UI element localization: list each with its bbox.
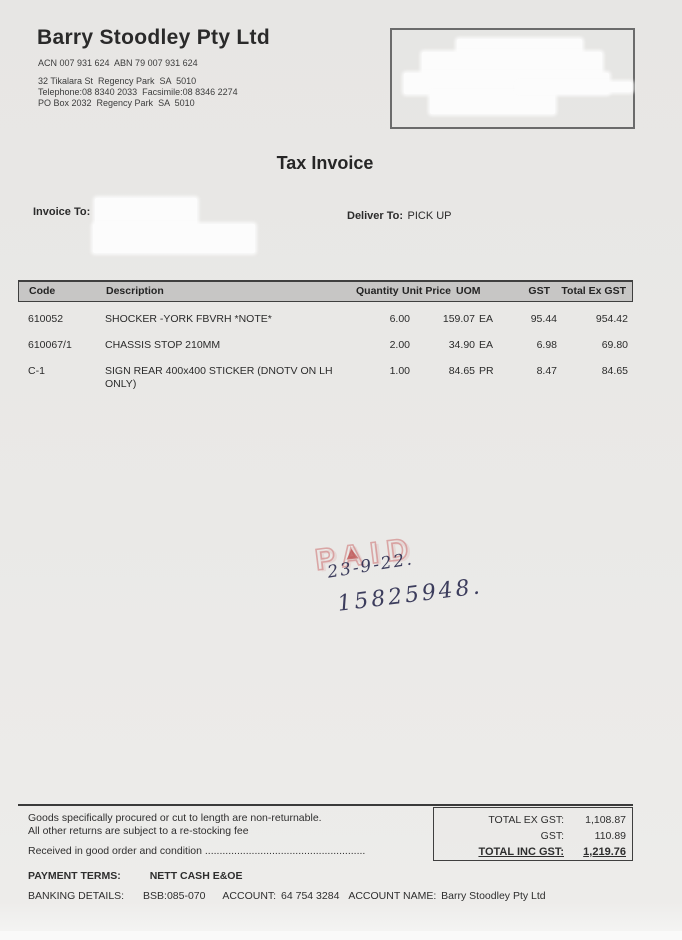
total-inc-gst-label: TOTAL INC GST:	[478, 846, 564, 858]
col-header-unit-price: Unit Price	[402, 285, 452, 297]
item-uom: EA	[479, 339, 494, 351]
received-label: Received in good order and condition	[28, 845, 205, 857]
item-unit-price: 84.65	[448, 365, 475, 377]
item-code: C-1	[28, 365, 45, 377]
item-total: 69.80	[601, 339, 628, 351]
item-uom: PR	[479, 365, 494, 377]
account-name-value: Barry Stoodley Pty Ltd	[441, 890, 546, 902]
item-gst: 8.47	[536, 365, 557, 377]
redaction-blob	[457, 39, 582, 55]
company-po-box: PO Box 2032 Regency Park SA 5010	[38, 98, 195, 108]
col-header-quantity: Quantity	[356, 285, 399, 297]
company-registration: ACN 007 931 624 ABN 79 007 931 624	[38, 58, 198, 68]
col-header-total-ex-gst: Total Ex GST	[561, 285, 626, 297]
company-name: Barry Stoodley Pty Ltd	[37, 26, 270, 49]
total-ex-gst-label: TOTAL EX GST:	[488, 814, 564, 826]
customer-details-box	[390, 28, 635, 129]
invoice-to-redaction	[95, 198, 197, 225]
signature-dotted-line: ........................................…	[204, 845, 366, 857]
item-code: 610052	[28, 313, 64, 325]
total-ex-gst-row: TOTAL EX GST: 1,108.87	[434, 812, 632, 828]
document-title: Tax Invoice	[276, 153, 374, 173]
item-gst: 95.44	[530, 313, 557, 325]
banking-details-label: BANKING DETAILS:	[28, 890, 125, 902]
col-header-gst: GST	[528, 285, 550, 297]
account-name-label: ACCOUNT NAME:	[348, 890, 437, 902]
redaction-blob	[422, 52, 602, 76]
invoice-to-redaction	[93, 224, 255, 253]
item-quantity: 2.00	[389, 339, 410, 351]
item-description: SIGN REAR 400x400 STICKER (DNOTV ON LH O…	[105, 365, 333, 390]
deliver-to-value: PICK UP	[407, 210, 452, 222]
item-quantity: 6.00	[389, 313, 410, 325]
total-ex-gst-value: 1,108.87	[585, 814, 626, 826]
bsb-label: BSB:	[143, 890, 167, 902]
col-header-uom: UOM	[456, 285, 481, 297]
bsb-value: 085-070	[166, 890, 206, 902]
terms-line1: Goods specifically procured or cut to le…	[28, 812, 322, 824]
total-inc-gst-row: TOTAL INC GST: 1,219.76	[434, 844, 632, 860]
company-phone-fax: Telephone:08 8340 2033 Facsimile:08 8346…	[38, 87, 238, 97]
item-unit-price: 34.90	[448, 339, 475, 351]
item-uom: EA	[479, 313, 494, 325]
col-header-description: Description	[106, 285, 164, 297]
banking-details-line: BANKING DETAILS: BSB:085-070 ACCOUNT: 64…	[28, 890, 546, 903]
item-description: SHOCKER -YORK FBVRH *NOTE*	[105, 313, 272, 325]
redaction-blob	[517, 82, 632, 92]
item-quantity: 1.00	[389, 365, 410, 377]
footer-divider	[18, 804, 633, 806]
payment-terms-line: PAYMENT TERMS: NETT CASH E&OE	[28, 870, 242, 883]
col-header-code: Code	[29, 285, 56, 297]
item-code: 610067/1	[28, 339, 72, 351]
deliver-to-label: Deliver To:	[347, 210, 404, 222]
total-inc-gst-value: 1,219.76	[583, 846, 626, 858]
item-description: CHASSIS STOP 210MM	[105, 339, 221, 351]
gst-value: 110.89	[594, 830, 626, 842]
invoice-to-label: Invoice To:	[33, 206, 91, 218]
scan-edge-strip	[0, 931, 682, 940]
totals-box: TOTAL EX GST: 1,108.87 GST: 110.89 TOTAL…	[433, 807, 633, 861]
item-total: 954.42	[595, 313, 628, 325]
terms-line2: All other returns are subject to a re-st…	[28, 825, 249, 837]
gst-label: GST:	[540, 830, 564, 842]
payment-terms-value: NETT CASH E&OE	[149, 870, 243, 882]
payment-terms-label: PAYMENT TERMS:	[28, 870, 121, 882]
account-value: 64 754 3284	[281, 890, 340, 902]
item-gst: 6.98	[536, 339, 557, 351]
deliver-to: Deliver To: PICK UP	[347, 206, 452, 224]
item-total: 84.65	[601, 365, 628, 377]
redaction-blob	[430, 92, 555, 114]
company-address-line1: 32 Tikalara St Regency Park SA 5010	[38, 76, 197, 86]
item-unit-price: 159.07	[442, 313, 475, 325]
items-table-header: Code Description Quantity Unit Price UOM…	[18, 280, 633, 302]
received-line: Received in good order and condition ...…	[28, 845, 365, 858]
gst-row: GST: 110.89	[434, 828, 632, 844]
handwritten-receipt-number: 15825948.	[336, 574, 484, 617]
account-label: ACCOUNT:	[222, 890, 277, 902]
